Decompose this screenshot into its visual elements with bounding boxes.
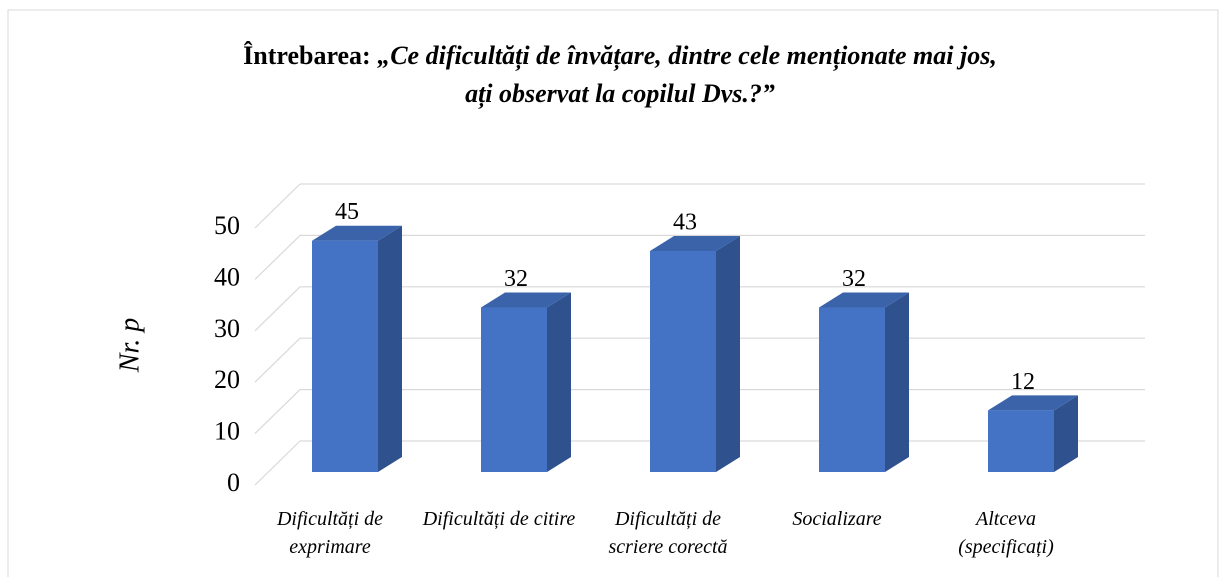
bar [312, 240, 378, 472]
bar-side [716, 235, 740, 472]
grid-line-side [254, 234, 301, 280]
y-tick-label: 10 [214, 417, 240, 446]
bar-side [547, 292, 571, 472]
grid-line-side [254, 440, 301, 486]
bar-top [481, 292, 571, 308]
value-label: 43 [673, 209, 697, 235]
value-label: 12 [1011, 369, 1035, 395]
value-label: 32 [504, 266, 528, 292]
grid-line-side [254, 389, 301, 435]
x-tick-label: Socializare [792, 508, 882, 530]
x-tick-label: Dificultăți de exprimare [276, 508, 384, 558]
bar-top [312, 225, 402, 241]
grid-line-side [254, 286, 301, 332]
bar-side [885, 292, 909, 472]
y-tick-label: 30 [214, 314, 240, 343]
y-axis-label: Nr. p [114, 318, 145, 373]
bar [481, 307, 547, 472]
bar-top [650, 235, 740, 251]
x-tick-label: Altceva (specificați) [958, 508, 1054, 558]
value-label: 32 [842, 266, 866, 292]
title-question: „Ce dificultăți de învățare, dintre cele… [377, 41, 997, 71]
title-lead: Întrebarea: [243, 41, 377, 70]
bar [988, 410, 1054, 472]
bar-side [378, 225, 402, 472]
y-tick-label: 20 [214, 365, 240, 394]
y-tick-label: 0 [227, 468, 240, 497]
y-tick-label: 40 [214, 262, 240, 291]
grid-line-side [254, 337, 301, 383]
x-tick-label: Dificultăți de scriere corectă [608, 508, 728, 558]
x-tick-label: Dificultăți de citire [422, 508, 576, 530]
chart-title: Întrebarea: „Ce dificultăți de învățare,… [243, 41, 997, 71]
bar-top [819, 292, 909, 308]
value-label: 45 [335, 199, 359, 225]
chart-title-line2: ați observat la copilul Dvs.?” [465, 79, 775, 109]
bar [650, 250, 716, 472]
chart-border [7, 9, 1219, 577]
grid-line-side [254, 183, 301, 229]
bar-side [1054, 395, 1078, 472]
bar [819, 307, 885, 472]
y-tick-label: 50 [214, 211, 240, 240]
bar-top [988, 395, 1078, 411]
